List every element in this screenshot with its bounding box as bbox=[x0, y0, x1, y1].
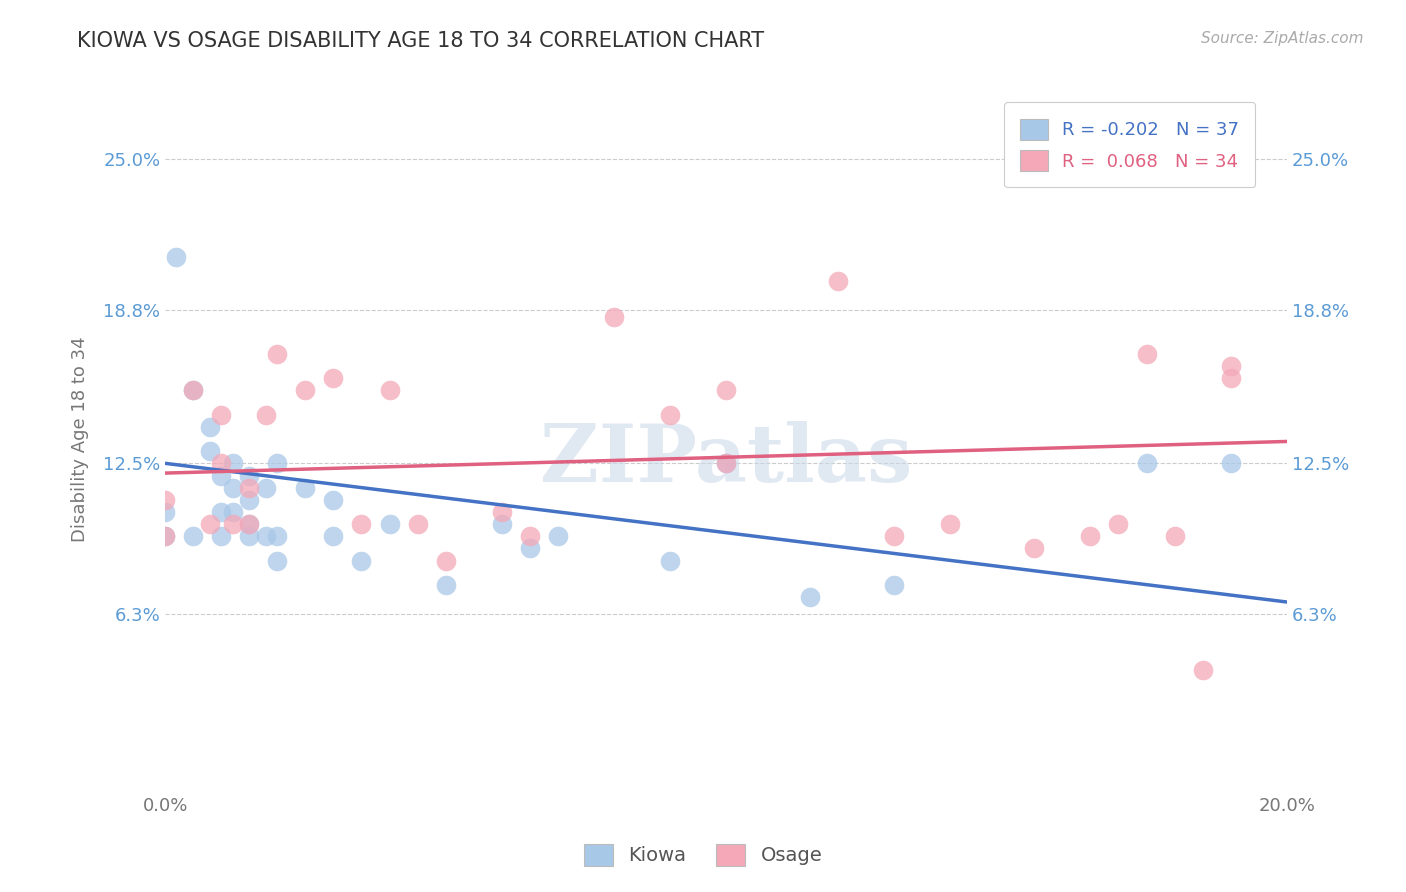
Text: ZIPatlas: ZIPatlas bbox=[540, 421, 912, 500]
Point bbox=[209, 468, 232, 483]
Point bbox=[238, 529, 260, 543]
Point bbox=[547, 529, 569, 543]
Point bbox=[254, 481, 277, 495]
Point bbox=[714, 456, 737, 470]
Point bbox=[209, 529, 232, 543]
Point bbox=[1135, 456, 1157, 470]
Point bbox=[658, 408, 681, 422]
Point bbox=[1191, 663, 1213, 677]
Point bbox=[181, 384, 204, 398]
Point bbox=[939, 517, 962, 532]
Point bbox=[378, 517, 401, 532]
Point bbox=[350, 554, 373, 568]
Point bbox=[322, 492, 344, 507]
Point bbox=[238, 481, 260, 495]
Point bbox=[1080, 529, 1102, 543]
Point bbox=[294, 384, 316, 398]
Legend: R = -0.202   N = 37, R =  0.068   N = 34: R = -0.202 N = 37, R = 0.068 N = 34 bbox=[1004, 103, 1256, 187]
Point bbox=[209, 408, 232, 422]
Point bbox=[1163, 529, 1185, 543]
Point bbox=[1135, 347, 1157, 361]
Point bbox=[658, 554, 681, 568]
Point bbox=[883, 578, 905, 592]
Point bbox=[714, 456, 737, 470]
Point bbox=[883, 529, 905, 543]
Point bbox=[221, 517, 243, 532]
Point bbox=[491, 505, 513, 519]
Point bbox=[238, 517, 260, 532]
Point bbox=[254, 408, 277, 422]
Point bbox=[166, 250, 188, 264]
Point bbox=[322, 371, 344, 385]
Text: KIOWA VS OSAGE DISABILITY AGE 18 TO 34 CORRELATION CHART: KIOWA VS OSAGE DISABILITY AGE 18 TO 34 C… bbox=[77, 31, 765, 51]
Point bbox=[406, 517, 429, 532]
Y-axis label: Disability Age 18 to 34: Disability Age 18 to 34 bbox=[72, 336, 89, 541]
Point bbox=[350, 517, 373, 532]
Point bbox=[254, 529, 277, 543]
Text: Source: ZipAtlas.com: Source: ZipAtlas.com bbox=[1201, 31, 1364, 46]
Point bbox=[266, 554, 288, 568]
Point bbox=[519, 529, 541, 543]
Point bbox=[181, 529, 204, 543]
Point bbox=[294, 481, 316, 495]
Point bbox=[155, 492, 177, 507]
Point bbox=[1024, 541, 1046, 556]
Point bbox=[209, 505, 232, 519]
Point bbox=[322, 529, 344, 543]
Point bbox=[266, 347, 288, 361]
Point bbox=[155, 529, 177, 543]
Point bbox=[1219, 359, 1241, 373]
Point bbox=[155, 505, 177, 519]
Point bbox=[221, 481, 243, 495]
Point bbox=[434, 554, 457, 568]
Point bbox=[519, 541, 541, 556]
Point bbox=[714, 384, 737, 398]
Point bbox=[1219, 456, 1241, 470]
Point bbox=[221, 505, 243, 519]
Point bbox=[181, 384, 204, 398]
Point bbox=[603, 310, 626, 325]
Point bbox=[198, 444, 221, 458]
Point bbox=[491, 517, 513, 532]
Point bbox=[238, 492, 260, 507]
Point bbox=[827, 274, 849, 288]
Point bbox=[378, 384, 401, 398]
Point bbox=[238, 468, 260, 483]
Point bbox=[266, 456, 288, 470]
Point bbox=[155, 529, 177, 543]
Point bbox=[1219, 371, 1241, 385]
Point bbox=[198, 420, 221, 434]
Point bbox=[266, 529, 288, 543]
Point bbox=[221, 456, 243, 470]
Point bbox=[434, 578, 457, 592]
Point bbox=[238, 517, 260, 532]
Point bbox=[198, 517, 221, 532]
Legend: Kiowa, Osage: Kiowa, Osage bbox=[576, 837, 830, 873]
Point bbox=[799, 590, 821, 604]
Point bbox=[1108, 517, 1130, 532]
Point bbox=[209, 456, 232, 470]
